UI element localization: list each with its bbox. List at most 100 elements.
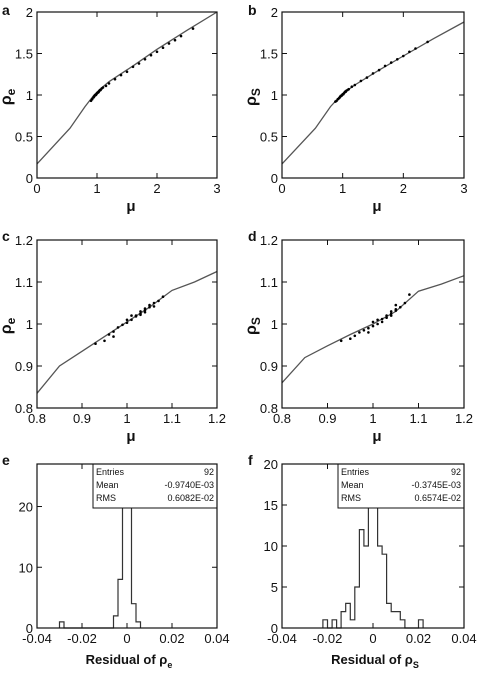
c-ylabel-main: ρ xyxy=(0,324,15,334)
a-point xyxy=(191,27,195,30)
e-stats-label: RMS xyxy=(96,493,116,503)
a-xtick-label: 2 xyxy=(153,181,160,196)
d-xtick-label: 1.1 xyxy=(409,411,427,426)
panel-a: 0 1 2 3 0 0.5 1 1.5 2 xyxy=(15,5,221,196)
d-xtick-label: 0.8 xyxy=(273,411,291,426)
b-point xyxy=(371,72,375,75)
b-plot-frame xyxy=(281,11,465,179)
c-point xyxy=(148,305,151,309)
c-ytick-label: 1.2 xyxy=(15,233,33,248)
f-histogram xyxy=(322,488,424,629)
f-ytick-label: 0 xyxy=(271,621,278,636)
d-point xyxy=(389,314,393,317)
panel-f: -0.04 -0.02 0 0.02 0.04 0 5 10 15 20 Entries 92 Mean… xyxy=(264,457,477,646)
f-stats-label: Entries xyxy=(341,467,370,477)
f-xtick-label: 0.02 xyxy=(406,631,431,646)
f-ytick-label: 15 xyxy=(264,498,278,513)
d-point xyxy=(389,312,393,315)
d-point xyxy=(349,337,352,341)
d-point xyxy=(385,314,388,317)
d-ylabel: ρS xyxy=(243,317,263,335)
a-point xyxy=(155,50,159,54)
c-point xyxy=(125,318,129,322)
panel-e: -0.04 -0.02 0 0.02 0.04 0 10 20 Entries 92 Mean -0.… xyxy=(19,463,230,646)
d-point xyxy=(371,320,375,324)
e-xtick-label: -0.02 xyxy=(67,631,97,646)
a-point xyxy=(143,58,147,61)
c-point xyxy=(143,307,147,310)
d-point xyxy=(362,329,366,332)
panel-label-f: f xyxy=(248,452,253,468)
b-point xyxy=(350,85,354,88)
f-xlabel: Residual of ρS xyxy=(331,652,419,670)
a-ytick-label: 2 xyxy=(26,5,33,20)
a-point xyxy=(167,42,171,45)
d-point xyxy=(403,301,407,305)
e-stats-box xyxy=(92,463,218,509)
e-xtick-label: 0.02 xyxy=(159,631,184,646)
c-xlabel: μ xyxy=(126,428,135,445)
a-point xyxy=(119,73,123,77)
b-ytick-label: 2 xyxy=(271,5,278,20)
c-point xyxy=(125,321,129,325)
f-stats-label: RMS xyxy=(341,493,361,503)
a-xtick-label: 1 xyxy=(93,181,100,196)
b-point xyxy=(365,76,369,79)
b-point xyxy=(408,50,411,54)
e-xlabel-main: Residual of ρ xyxy=(86,652,168,667)
a-plot-frame xyxy=(36,11,218,179)
b-xtick-label: 1 xyxy=(339,181,346,196)
b-xtick-label: 0 xyxy=(278,181,285,196)
c-point xyxy=(107,333,111,336)
d-curve xyxy=(281,275,465,384)
d-point xyxy=(367,331,370,334)
a-point xyxy=(107,82,111,85)
e-ytick-label: 20 xyxy=(19,500,33,515)
d-point xyxy=(339,339,343,343)
f-stats-label: Mean xyxy=(341,480,364,490)
c-point xyxy=(130,314,133,317)
e-plot-frame xyxy=(36,463,218,629)
d-xlabel: μ xyxy=(372,428,381,445)
b-point xyxy=(359,79,363,83)
e-stats-label: Entries xyxy=(96,467,125,477)
c-point xyxy=(143,310,147,314)
f-ytick-label: 5 xyxy=(271,580,278,595)
b-curve xyxy=(281,21,465,165)
d-point xyxy=(389,310,393,313)
b-ylabel: ρS xyxy=(243,88,263,106)
a-point xyxy=(179,34,183,38)
panel-label-b: b xyxy=(248,2,257,18)
c-point xyxy=(112,335,115,338)
f-plot-frame xyxy=(281,463,465,629)
c-point xyxy=(112,330,115,333)
c-point xyxy=(152,305,156,308)
a-point xyxy=(113,77,117,81)
e-xlabel-sub: e xyxy=(167,660,172,670)
e-stats-value: 92 xyxy=(204,467,214,477)
d-ylabel-sub: S xyxy=(249,317,263,325)
b-xtick-label: 2 xyxy=(400,181,407,196)
c-xtick-label: 1.2 xyxy=(208,411,226,426)
e-xtick-label: -0.04 xyxy=(22,631,52,646)
b-point xyxy=(426,40,429,44)
c-point xyxy=(103,339,106,343)
f-stats-value: 92 xyxy=(451,467,461,477)
b-ytick-label: 1 xyxy=(271,88,278,103)
f-xtick-label: 0.04 xyxy=(451,631,476,646)
b-point xyxy=(347,87,351,91)
d-point xyxy=(358,331,361,334)
a-point xyxy=(101,86,105,89)
d-xtick-label: 1.2 xyxy=(455,411,473,426)
a-point xyxy=(173,38,177,42)
c-ytick-label: 0.9 xyxy=(15,359,33,374)
d-point xyxy=(380,320,384,324)
b-ytick-label: 0.5 xyxy=(260,130,278,145)
c-xtick-label: 1.1 xyxy=(163,411,181,426)
panel-label-a: a xyxy=(2,2,10,18)
a-ytick-label: 1.5 xyxy=(15,47,33,62)
b-xlabel: μ xyxy=(372,198,381,215)
a-xlabel-main: μ xyxy=(126,198,135,215)
b-point xyxy=(353,83,357,87)
